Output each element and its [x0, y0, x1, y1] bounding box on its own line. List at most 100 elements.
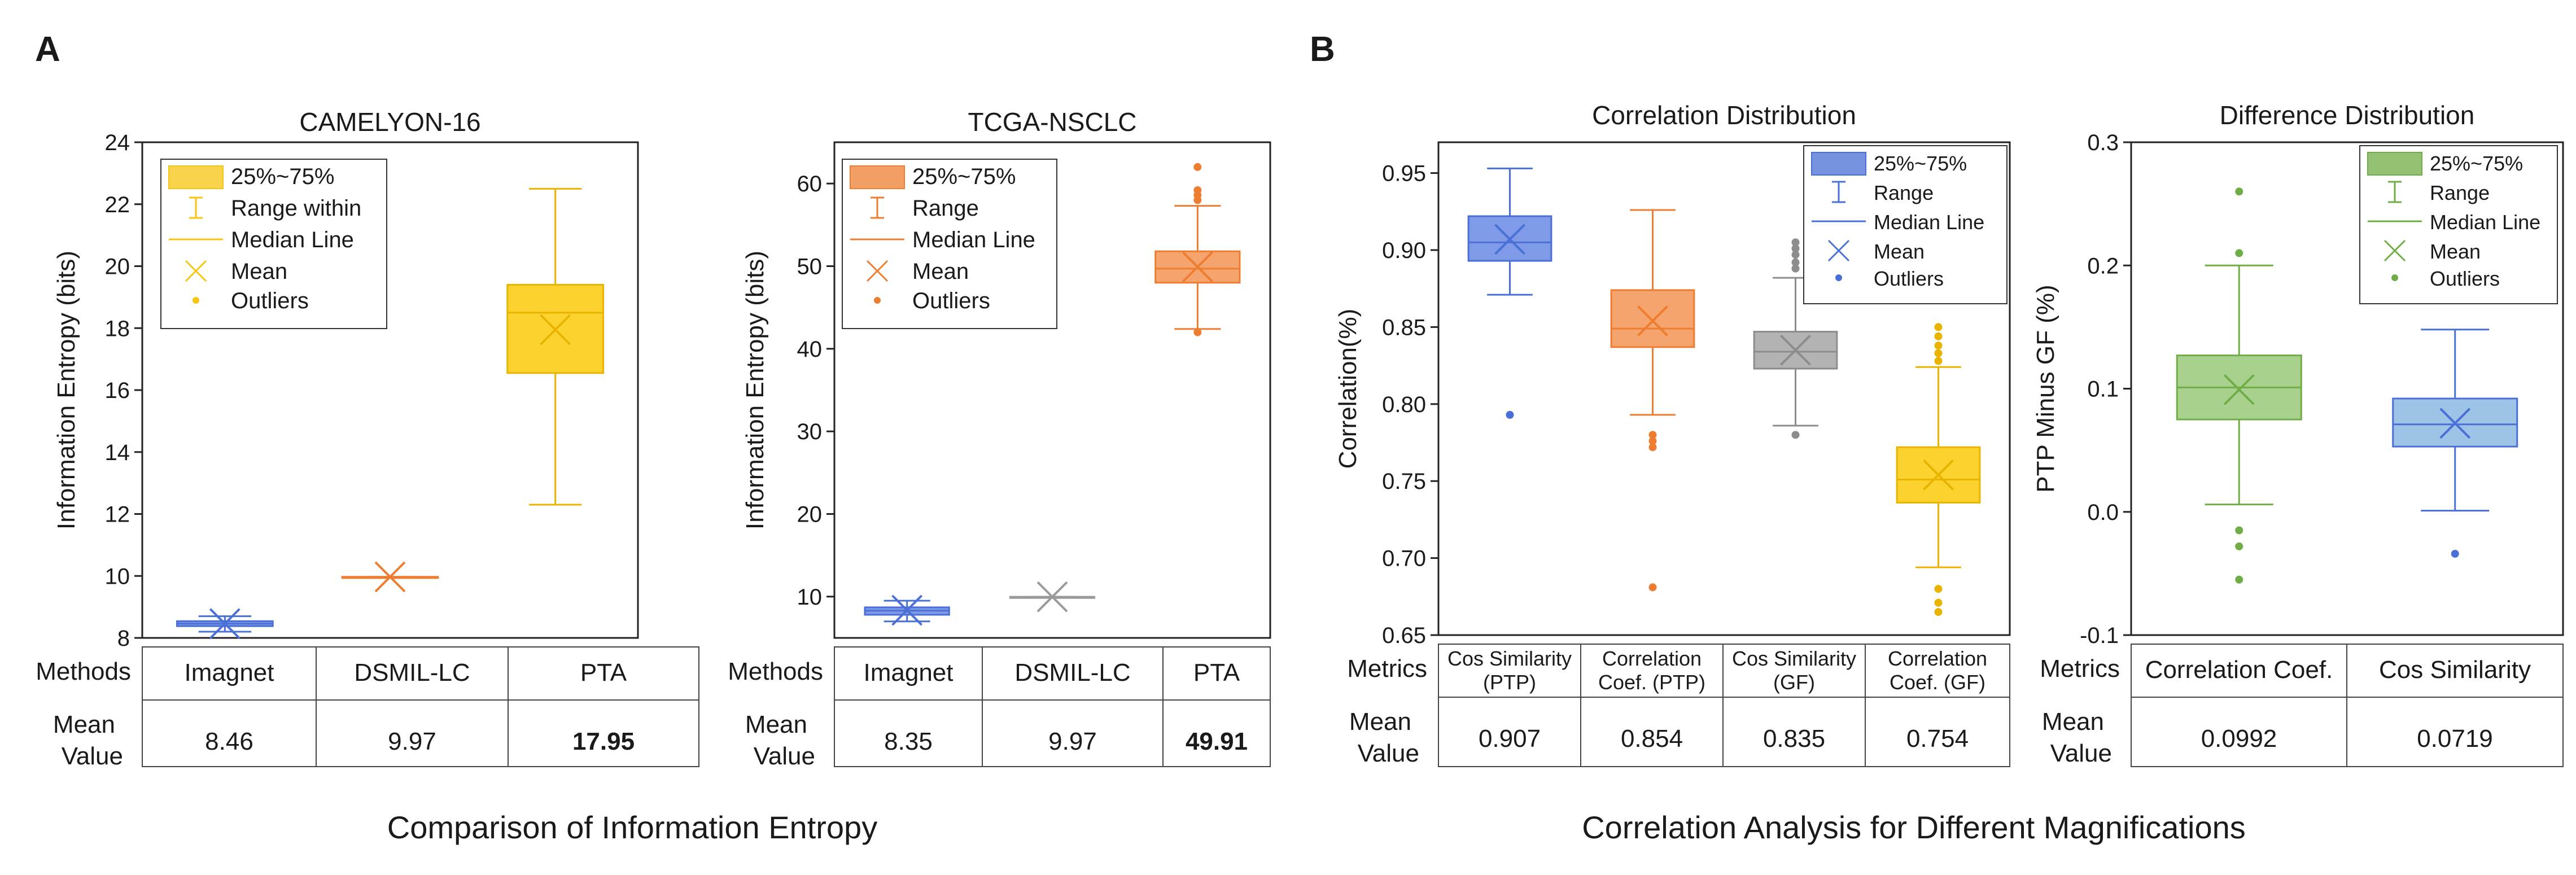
box-correlation-coef- [2176, 187, 2302, 584]
mean-marker [1637, 305, 1668, 336]
legend-range-label: Range [912, 196, 979, 221]
table-row-header: Metrics [1347, 655, 1427, 683]
legend-median-label: Median Line [2430, 211, 2540, 234]
table-border [142, 646, 699, 767]
legend-range-label: Range within [231, 196, 361, 221]
panel-b-caption: Correlation Analysis for Different Magni… [1582, 810, 2246, 845]
y-tick-label: 30 [797, 419, 823, 444]
table-row-header: Value [2050, 740, 2112, 767]
legend-median-label: Median Line [912, 228, 1035, 252]
box-correlation [1896, 323, 1981, 616]
outlier-point [1934, 342, 1943, 350]
y-tick-label: 0.65 [1382, 623, 1426, 648]
outlier-point [1648, 437, 1657, 445]
outlier-point [1934, 357, 1943, 365]
y-tick-label: 60 [797, 172, 823, 196]
legend-outlier-swatch [1835, 274, 1842, 281]
table-method-label: (GF) [1773, 671, 1815, 694]
legend-median-label: Median Line [1874, 211, 1984, 234]
y-tick-label: 16 [105, 378, 130, 403]
table-border [834, 646, 1271, 767]
legend-range-swatch [871, 196, 884, 219]
table-method-label: Imagnet [864, 659, 954, 686]
y-tick-label: 12 [105, 502, 130, 527]
legend-mean-label: Mean [1874, 240, 1925, 263]
mean-marker [1036, 581, 1068, 613]
y-tick-label: 14 [105, 440, 130, 465]
mean-marker [1494, 224, 1525, 255]
table-mean-value: 0.0992 [2201, 725, 2277, 753]
legend-box-swatch [1811, 152, 1866, 176]
legend: 25%~75% Range Median Line Mean Outliers [842, 159, 1057, 329]
outlier-point [1193, 163, 1202, 171]
y-tick-label: 0.1 [2087, 377, 2119, 402]
table-mean-value: 0.835 [1763, 725, 1825, 753]
table-row-header: Mean [2042, 708, 2104, 736]
outlier-point [1648, 443, 1657, 452]
outlier-point [1934, 323, 1943, 331]
table-method-label: DSMIL-LC [1014, 659, 1130, 686]
y-tick-label: 24 [105, 130, 130, 155]
panel-a-caption: Comparison of Information Entropy [387, 810, 877, 845]
table-mean-value: 0.754 [1906, 725, 1969, 753]
chart-title: Difference Distribution [2220, 100, 2475, 130]
table-method-label: Correlation [1602, 647, 1702, 670]
table-method-label: (PTP) [1483, 671, 1536, 694]
iqr-box [1610, 289, 1695, 348]
box-cos-similarity [1467, 167, 1552, 419]
legend-mean-swatch [866, 260, 889, 282]
charts-group: CAMELYON-16 Information Entropy (bits) 8 10… [36, 100, 2564, 770]
table-method-label: Correlation Coef. [2145, 656, 2333, 684]
panel-b-label: B [1310, 30, 1335, 69]
plot-frame [833, 141, 1271, 639]
table-method-label: Imagnet [185, 659, 274, 686]
y-tick-label: 0.0 [2087, 500, 2119, 525]
outlier-point [1934, 608, 1943, 616]
table-row-header: Metrics [2040, 655, 2120, 683]
legend-median-label: Median Line [231, 228, 354, 252]
outlier-point [1791, 244, 1800, 253]
y-tick-label: 18 [105, 316, 130, 341]
legend-box-swatch [168, 165, 224, 189]
outlier-point [1648, 583, 1657, 592]
table-method-label: PTA [580, 659, 627, 686]
outlier-point [1934, 332, 1943, 340]
legend-outliers-label: Outliers [912, 288, 990, 313]
y-axis-label: Information Entropy (bits) [741, 251, 769, 530]
legend-box-swatch [2367, 152, 2422, 176]
chart-title: CAMELYON-16 [299, 107, 480, 137]
chart-corr: Correlation Distribution Correlation(%) 0.… [1334, 100, 2011, 767]
legend: 25%~75% Range Median Line Mean Outliers [1803, 145, 2008, 304]
legend-outliers-label: Outliers [231, 288, 309, 313]
y-tick-label: 0.70 [1382, 546, 1426, 571]
mean-marker [1923, 459, 1954, 491]
chart-camelyon: CAMELYON-16 Information Entropy (bits) 8 10… [36, 107, 699, 770]
table-row-header: Value [754, 742, 815, 770]
table-method-label: PTA [1193, 659, 1240, 686]
y-tick-label: 0.80 [1382, 392, 1426, 417]
y-tick-label: 0.95 [1382, 161, 1426, 186]
box-pta [506, 187, 605, 506]
table-mean-value: 9.97 [1048, 728, 1097, 755]
outlier-point [1791, 431, 1800, 439]
legend-box-label: 25%~75% [2430, 152, 2523, 175]
legend-mean-swatch [185, 260, 207, 282]
outlier-point [2235, 575, 2243, 584]
legend-range-label: Range [2430, 181, 2490, 204]
table-mean-value: 9.97 [388, 728, 436, 755]
legend: 25%~75% Range within Median Line Mean Outlie… [160, 159, 387, 329]
mean-marker [2439, 408, 2471, 439]
legend-box-label: 25%~75% [231, 164, 334, 189]
legend-mean-label: Mean [912, 259, 969, 284]
legend-outlier-swatch [193, 297, 199, 304]
legend-range-swatch [189, 196, 203, 219]
outlier-point [2235, 542, 2243, 550]
table-row-header: Value [1358, 740, 1419, 767]
table-mean-value: 8.46 [205, 728, 253, 755]
legend-mean-swatch [1827, 239, 1850, 262]
table-method-label: Correlation [1888, 647, 1987, 670]
box-cos-similarity [2392, 292, 2518, 558]
table-row-header: Value [62, 742, 123, 770]
table-method-label: Coef. (PTP) [1598, 671, 1705, 694]
